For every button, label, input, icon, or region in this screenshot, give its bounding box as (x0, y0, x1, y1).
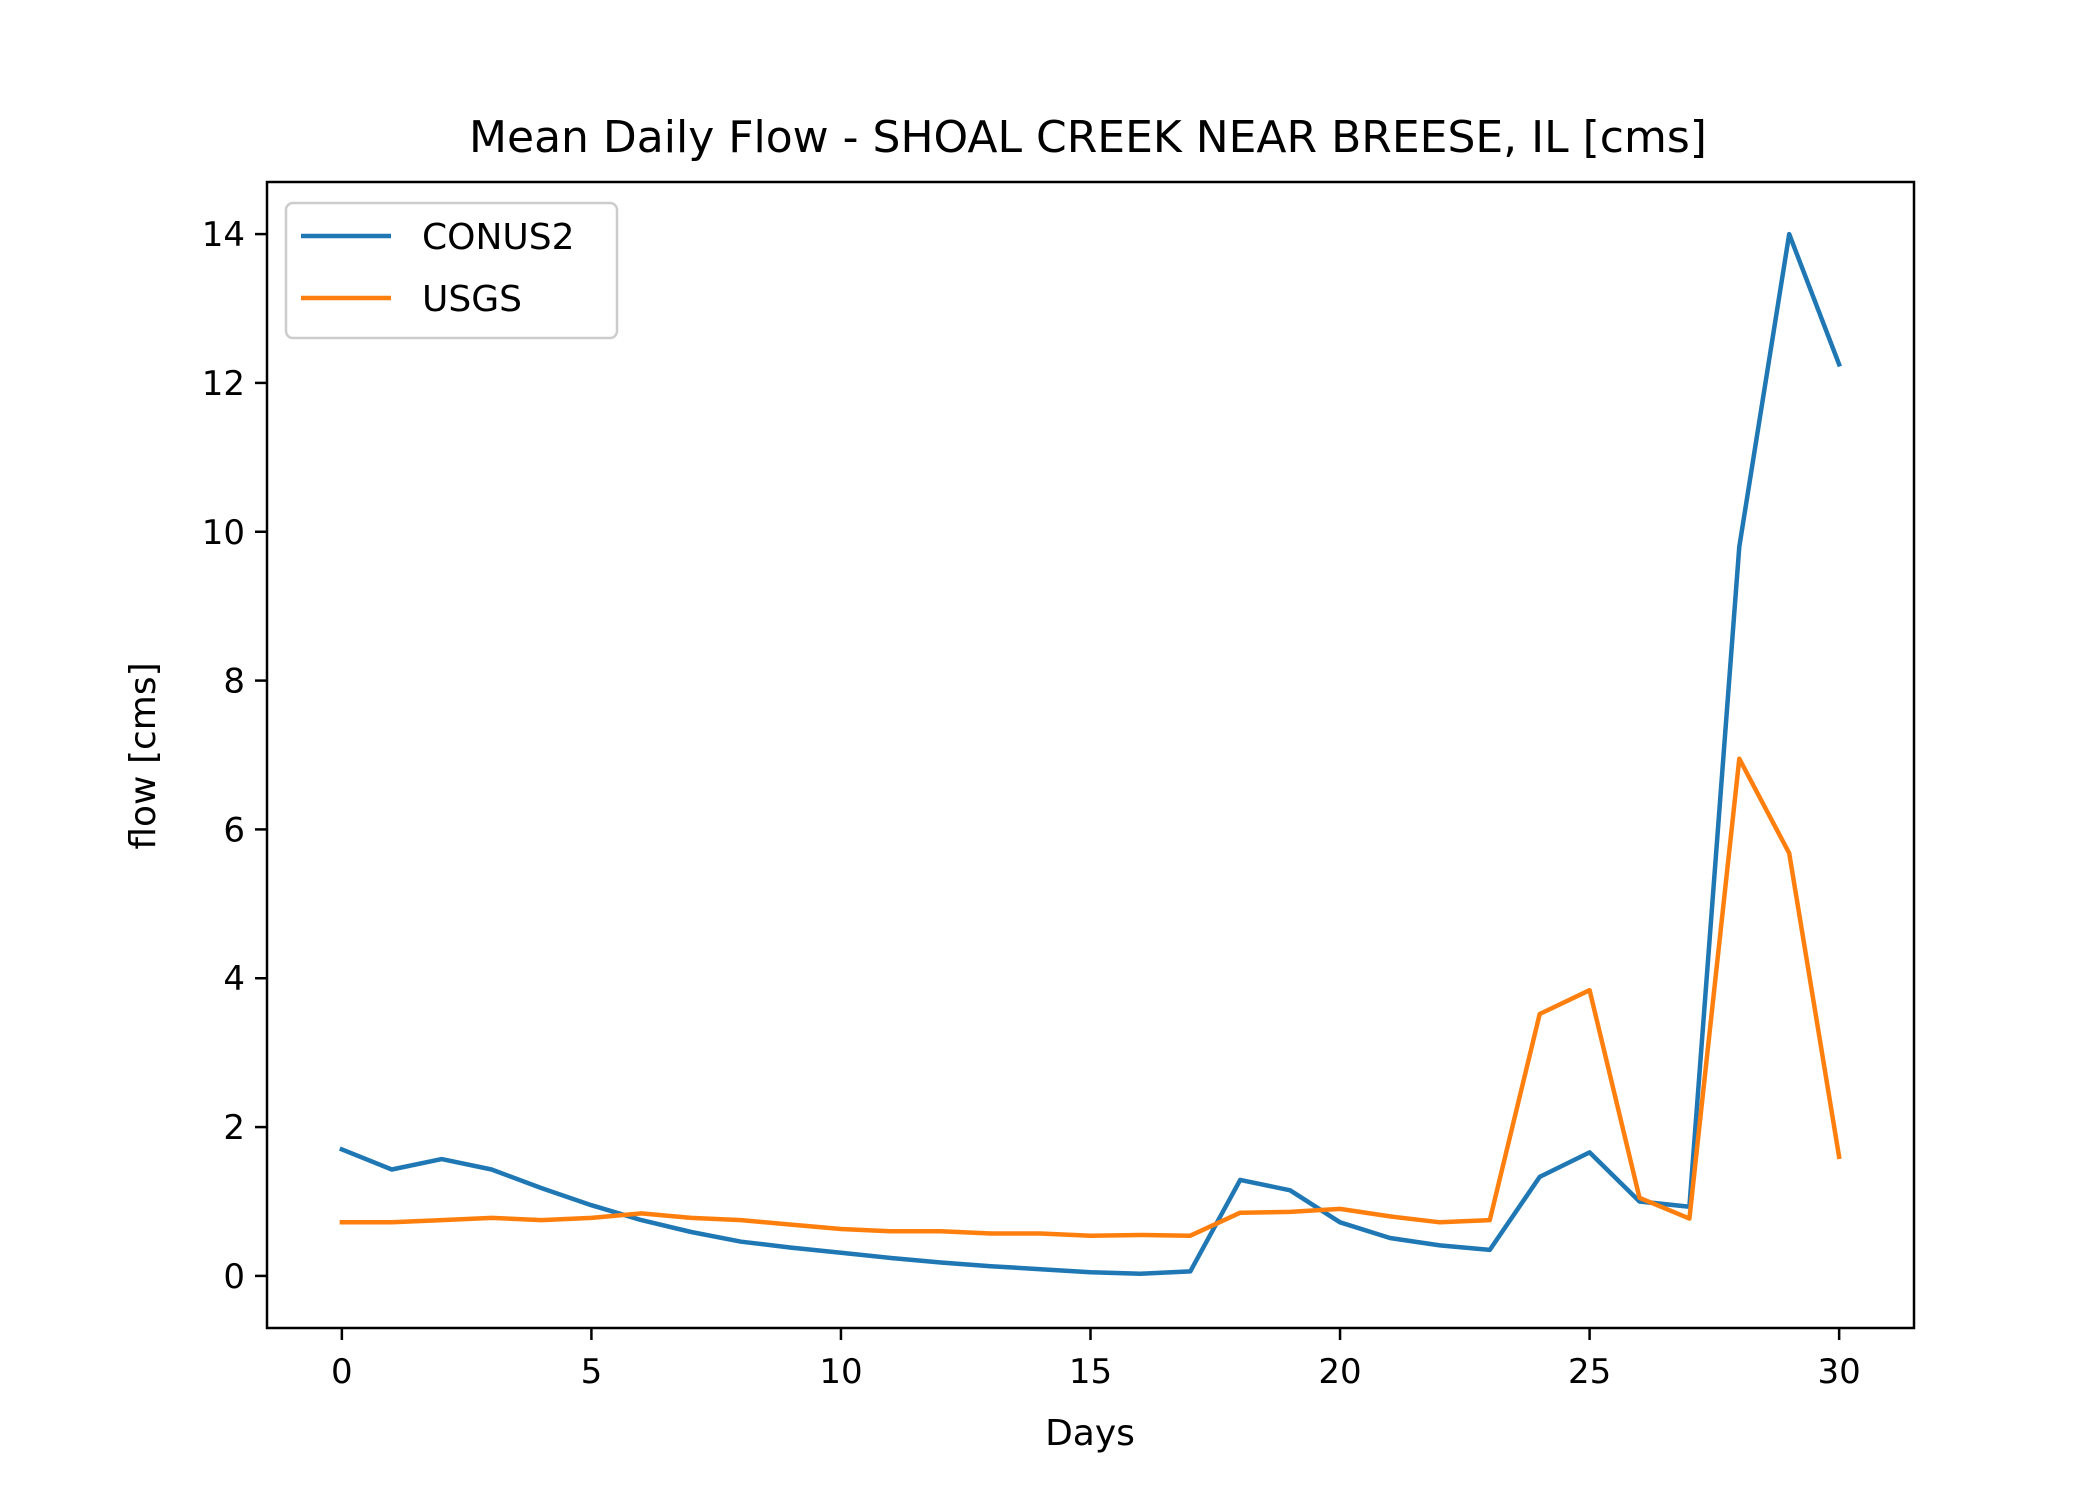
series-layer (338, 231, 1843, 1276)
legend-label-usgs: USGS (422, 279, 522, 320)
chart-title: Mean Daily Flow - SHOAL CREEK NEAR BREES… (469, 112, 1707, 163)
y-tick-label-4: 4 (223, 959, 245, 999)
y-tick-label-14: 14 (202, 215, 245, 255)
y-axis-label: flow [cms] (123, 662, 164, 849)
x-tick-label-15: 15 (1069, 1352, 1112, 1392)
x-tick-label-5: 5 (581, 1352, 603, 1392)
plot-area (265, 180, 1916, 1330)
x-tick-label-25: 25 (1568, 1352, 1611, 1392)
x-tick-label-20: 20 (1318, 1352, 1361, 1392)
y-axis: 0 2 4 6 8 10 12 14 (202, 215, 267, 1297)
axes-background (267, 182, 1914, 1328)
x-tick-label-30: 30 (1818, 1352, 1861, 1392)
series-line-conus2 (338, 231, 1843, 1276)
series-line-usgs (339, 756, 1842, 1238)
y-tick-label-2: 2 (223, 1108, 245, 1148)
x-axis: 0 5 10 15 20 25 30 (331, 1328, 1861, 1392)
y-tick-label-6: 6 (223, 810, 245, 850)
x-tick-label-10: 10 (819, 1352, 862, 1392)
x-tick-label-0: 0 (331, 1352, 353, 1392)
legend: CONUS2 USGS (284, 201, 619, 340)
legend-label-conus2: CONUS2 (422, 217, 575, 258)
y-tick-label-8: 8 (223, 662, 245, 702)
y-tick-label-0: 0 (223, 1257, 245, 1297)
y-tick-label-12: 12 (202, 364, 245, 404)
x-axis-label: Days (1045, 1413, 1135, 1454)
y-tick-label-10: 10 (202, 513, 245, 553)
